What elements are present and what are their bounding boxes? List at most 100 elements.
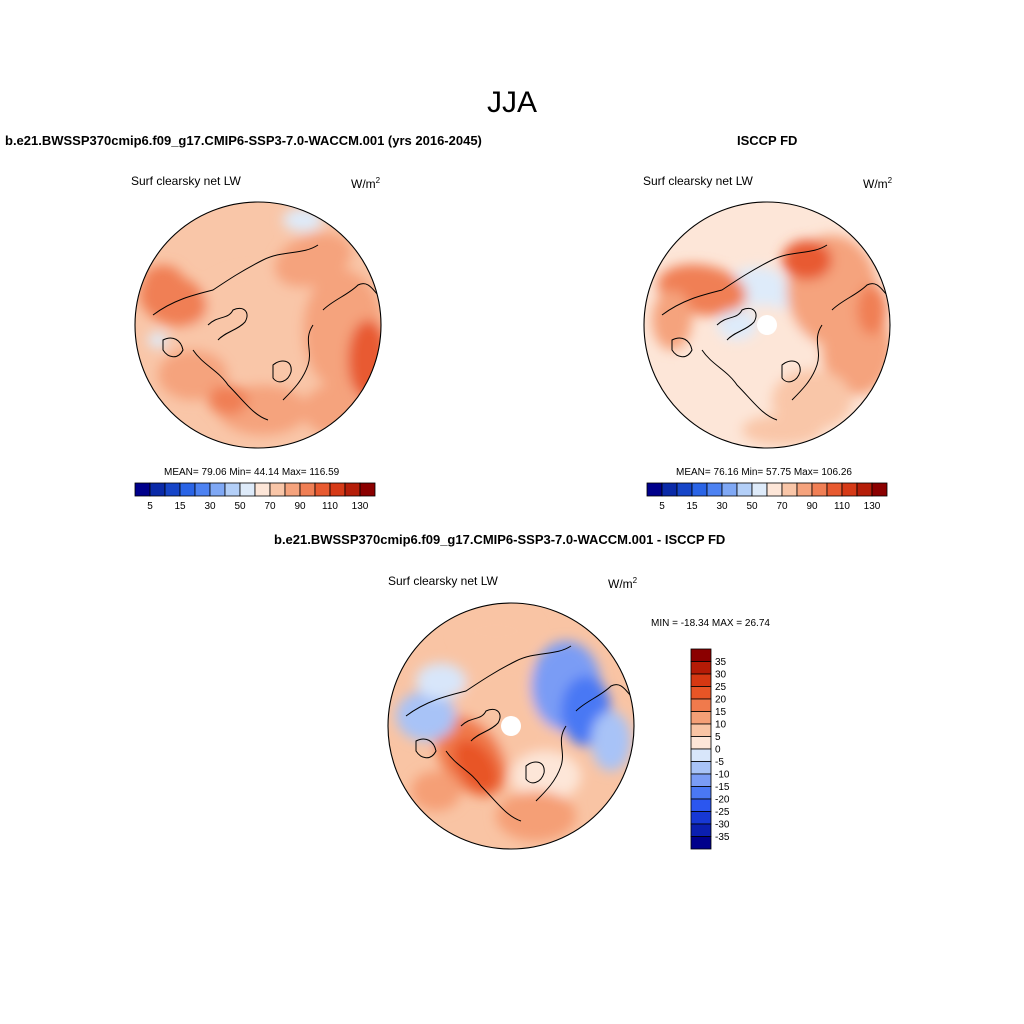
panel-2-units: W/m2 xyxy=(863,176,893,191)
colorbar-box xyxy=(751,482,768,497)
colorbar-box xyxy=(690,811,712,825)
colorbar-tick-label: -30 xyxy=(715,820,730,831)
colorbar-tick-label: -5 xyxy=(715,757,724,768)
panel-1-colorbar: 5 15 30 50 70 90 110 130 xyxy=(134,482,376,512)
colorbar-box xyxy=(149,482,166,497)
colorbar-box xyxy=(690,711,712,725)
colorbar-tick-label: 70 xyxy=(264,501,276,512)
colorbar-tick-label: 50 xyxy=(746,501,758,512)
colorbar-box xyxy=(164,482,181,497)
colorbar-box xyxy=(856,482,873,497)
colorbar-box xyxy=(329,482,346,497)
panel-2-stats: MEAN= 76.16 Min= 57.75 Max= 106.26 xyxy=(676,467,852,478)
colorbar-box xyxy=(646,482,663,497)
colorbar-tick-label: 30 xyxy=(204,501,216,512)
colorbar-box xyxy=(661,482,678,497)
colorbar-box xyxy=(314,482,331,497)
colorbar-box xyxy=(254,482,271,497)
colorbar-tick-label: 5 xyxy=(715,732,721,743)
colorbar-box xyxy=(299,482,316,497)
panel-2-title: ISCCP FD xyxy=(737,133,798,148)
map-border xyxy=(387,602,635,850)
panel-3-stats: MIN = -18.34 MAX = 26.74 xyxy=(651,618,770,629)
colorbar-box xyxy=(134,482,151,497)
colorbar-box xyxy=(690,698,712,712)
season-title: JJA xyxy=(486,86,537,119)
colorbar-tick-label: 5 xyxy=(147,501,153,512)
colorbar-tick-label: 90 xyxy=(294,501,306,512)
colorbar-tick-label: 35 xyxy=(715,657,727,668)
colorbar-tick-label: 130 xyxy=(352,501,369,512)
colorbar-box xyxy=(721,482,738,497)
colorbar-tick-label: 50 xyxy=(234,501,246,512)
colorbar-tick-label: 15 xyxy=(686,501,698,512)
colorbar-box xyxy=(781,482,798,497)
colorbar-box xyxy=(224,482,241,497)
colorbar-box xyxy=(690,786,712,800)
panel-3-variable: Surf clearsky net LW xyxy=(388,574,498,588)
colorbar-box xyxy=(344,482,361,497)
panel-3-units: W/m2 xyxy=(608,576,638,591)
panel-2-polar-map xyxy=(643,201,891,449)
colorbar-tick-label: 30 xyxy=(716,501,728,512)
colorbar-box xyxy=(179,482,196,497)
coastline xyxy=(152,244,379,421)
colorbar-box xyxy=(690,648,712,662)
colorbar-box xyxy=(796,482,813,497)
coastline xyxy=(405,645,632,822)
colorbar-box xyxy=(690,661,712,675)
colorbar-tick-label: 5 xyxy=(659,501,665,512)
colorbar-box xyxy=(209,482,226,497)
colorbar-tick-label: 30 xyxy=(715,670,727,681)
colorbar-tick-label: -35 xyxy=(715,832,730,843)
coastline xyxy=(661,244,888,421)
panel-1-variable: Surf clearsky net LW xyxy=(131,174,241,188)
colorbar-tick-label: 110 xyxy=(322,501,338,512)
panel-1-units: W/m2 xyxy=(351,176,381,191)
colorbar-tick-label: 20 xyxy=(715,695,727,706)
colorbar-box xyxy=(736,482,753,497)
colorbar-tick-label: 130 xyxy=(864,501,881,512)
colorbar-tick-label: -20 xyxy=(715,795,730,806)
colorbar-tick-label: 110 xyxy=(834,501,850,512)
colorbar-box xyxy=(359,482,376,497)
colorbar-box xyxy=(284,482,301,497)
colorbar-tick-label: 25 xyxy=(715,682,727,693)
colorbar-box xyxy=(766,482,783,497)
colorbar-box xyxy=(690,748,712,762)
panel-3-polar-map xyxy=(387,602,635,850)
colorbar-box xyxy=(690,773,712,787)
colorbar-box xyxy=(690,823,712,837)
colorbar-tick-label: -15 xyxy=(715,782,730,793)
map-border xyxy=(643,201,891,449)
colorbar-box xyxy=(690,798,712,812)
colorbar-box xyxy=(690,723,712,737)
panel-1-stats: MEAN= 79.06 Min= 44.14 Max= 116.59 xyxy=(164,467,340,478)
colorbar-box xyxy=(690,686,712,700)
colorbar-tick-label: -25 xyxy=(715,807,730,818)
colorbar-box xyxy=(690,736,712,750)
colorbar-box xyxy=(871,482,888,497)
panel-1-polar-map xyxy=(134,201,382,449)
map-border xyxy=(134,201,382,449)
colorbar-box xyxy=(194,482,211,497)
colorbar-tick-label: 15 xyxy=(715,707,727,718)
colorbar-tick-label: 0 xyxy=(715,745,721,756)
panel-2-variable: Surf clearsky net LW xyxy=(643,174,753,188)
colorbar-box xyxy=(811,482,828,497)
colorbar-box xyxy=(239,482,256,497)
pole-gap xyxy=(757,315,777,335)
colorbar-box xyxy=(690,761,712,775)
colorbar-tick-label: -10 xyxy=(715,770,730,781)
colorbar-box xyxy=(269,482,286,497)
panel-1-title: b.e21.BWSSP370cmip6.f09_g17.CMIP6-SSP3-7… xyxy=(5,133,482,148)
colorbar-tick-label: 10 xyxy=(715,720,727,731)
colorbar-box xyxy=(690,673,712,687)
pole-gap xyxy=(501,716,521,736)
colorbar-tick-label: 90 xyxy=(806,501,818,512)
colorbar-box xyxy=(826,482,843,497)
colorbar-tick-label: 15 xyxy=(174,501,186,512)
colorbar-box xyxy=(690,836,712,850)
panel-3-title: b.e21.BWSSP370cmip6.f09_g17.CMIP6-SSP3-7… xyxy=(274,532,726,547)
